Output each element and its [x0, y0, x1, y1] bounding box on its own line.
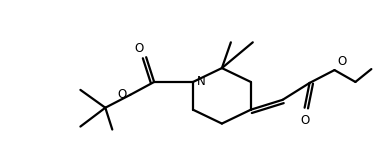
Text: O: O — [117, 88, 126, 101]
Text: O: O — [300, 114, 309, 127]
Text: N: N — [197, 75, 206, 89]
Text: O: O — [338, 55, 347, 68]
Text: O: O — [134, 42, 143, 55]
